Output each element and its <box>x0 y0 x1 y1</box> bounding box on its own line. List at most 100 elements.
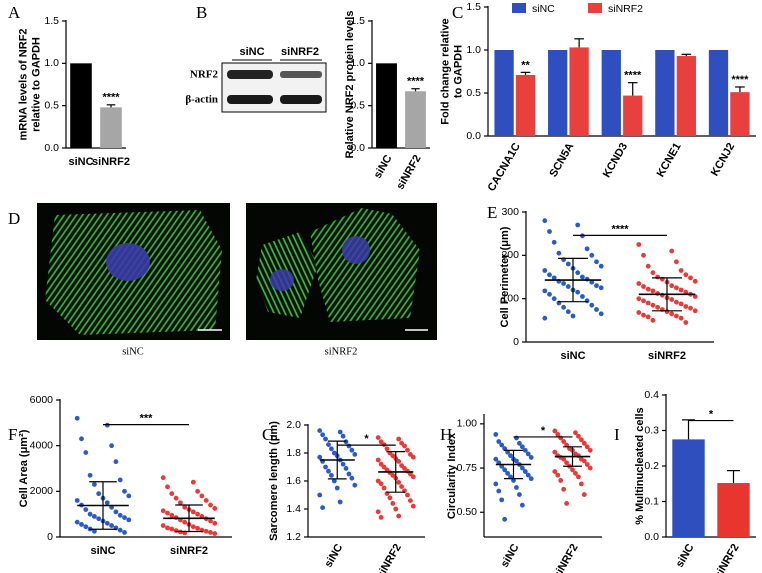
y-tick-label: 1.0 <box>466 44 481 56</box>
data-point <box>378 481 384 487</box>
data-point <box>519 502 525 508</box>
data-point <box>564 460 569 466</box>
data-point <box>564 501 569 506</box>
data-point <box>669 311 675 317</box>
data-point <box>329 446 334 452</box>
data-point <box>552 428 558 434</box>
data-point <box>393 506 399 512</box>
data-point <box>683 272 689 278</box>
y-tick-label: 0.5 <box>44 99 59 111</box>
x-tick-label: siNRF2 <box>92 156 130 168</box>
data-point <box>493 481 499 487</box>
bar <box>655 50 675 136</box>
western-blot: siNC siNRF2 NRF2 β-actin <box>185 46 327 113</box>
y-tick-label: 300 <box>501 206 519 218</box>
data-point <box>410 474 416 480</box>
data-point <box>645 314 651 320</box>
data-point <box>542 218 548 224</box>
y-tick-label: 0.0 <box>44 142 59 154</box>
data-point <box>655 304 660 310</box>
x-tick-label: siNC <box>372 153 395 181</box>
panel-letter: F <box>8 425 17 444</box>
y-axis-label: mRNA levels of NRF2 <box>17 28 29 140</box>
data-point <box>352 482 358 488</box>
data-point <box>650 317 656 323</box>
legend-label: siNC <box>532 3 555 15</box>
blot-band <box>227 70 273 79</box>
blot-band <box>227 95 273 104</box>
data-point <box>669 283 675 289</box>
data-point <box>674 313 679 319</box>
data-point <box>636 310 642 315</box>
data-point <box>683 304 689 309</box>
data-point <box>584 246 590 252</box>
data-point <box>173 528 179 534</box>
data-point <box>636 281 642 286</box>
data-point <box>349 447 355 453</box>
data-point <box>502 516 508 522</box>
data-point <box>669 297 675 302</box>
data-point <box>208 530 213 535</box>
y-tick-label: 2.0 <box>286 419 301 431</box>
x-tick-label: siNRF2 <box>712 542 741 573</box>
y-axis-label: Fold change relative <box>439 18 451 124</box>
data-point <box>678 287 684 293</box>
data-point <box>195 511 201 517</box>
data-point <box>519 444 525 450</box>
data-point <box>650 270 656 276</box>
data-point <box>578 481 584 487</box>
data-point <box>340 433 346 439</box>
data-point <box>594 283 599 289</box>
y-tick-label: 0.3 <box>644 424 659 436</box>
data-point <box>410 454 416 460</box>
data-point <box>496 488 502 494</box>
microscopy: D siNC siNRF2 <box>8 203 437 357</box>
data-point <box>340 461 346 467</box>
data-point <box>199 493 205 499</box>
data-point <box>92 528 97 534</box>
panel-letter: I <box>614 425 620 444</box>
data-point <box>565 284 571 289</box>
data-point <box>375 457 381 463</box>
bar <box>70 63 92 149</box>
data-point <box>405 492 410 498</box>
data-point <box>570 313 576 319</box>
data-point <box>522 447 528 453</box>
nucleus <box>270 269 294 291</box>
data-point <box>575 222 581 228</box>
data-point <box>178 500 183 506</box>
y-tick-label: 0.2 <box>644 460 659 472</box>
x-tick-label: siNC <box>499 542 522 570</box>
data-point <box>561 281 566 286</box>
bar <box>100 107 122 148</box>
panel-letter: A <box>8 3 21 22</box>
data-point <box>508 453 513 459</box>
data-point <box>117 527 123 533</box>
data-point <box>575 270 581 276</box>
x-tick-label: SCN5A <box>547 141 576 179</box>
bar <box>730 92 750 136</box>
data-point <box>92 482 97 487</box>
panel-letter: C <box>452 3 463 22</box>
data-point <box>169 512 175 518</box>
data-point <box>109 443 114 449</box>
data-point <box>650 302 656 308</box>
y-axis-label: relative to GAPDH <box>30 37 42 132</box>
data-point <box>641 312 646 318</box>
data-point <box>556 250 562 256</box>
data-point <box>190 479 196 485</box>
data-point <box>212 506 218 511</box>
bar <box>548 50 568 136</box>
significance-label: * <box>709 408 714 420</box>
data-point <box>589 279 595 285</box>
data-point <box>542 268 548 273</box>
data-point <box>688 275 693 281</box>
y-tick-label: 1.00 <box>457 418 478 430</box>
data-point <box>74 519 80 525</box>
data-point <box>683 320 689 325</box>
data-point <box>547 272 552 278</box>
data-point <box>551 275 557 281</box>
y-tick-label: 0.0 <box>466 130 481 142</box>
data-point <box>655 274 660 280</box>
data-point <box>87 511 93 517</box>
